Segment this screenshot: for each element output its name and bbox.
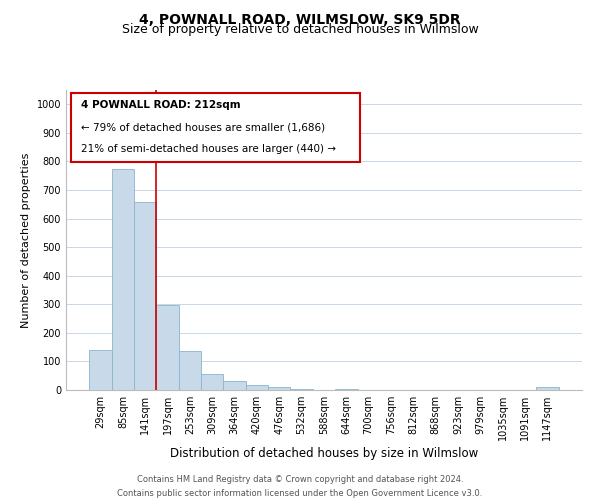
Bar — [112, 168, 134, 390]
Y-axis label: Number of detached properties: Number of detached properties — [21, 152, 31, 328]
Bar — [89, 350, 112, 390]
FancyBboxPatch shape — [71, 93, 360, 162]
Bar — [335, 389, 358, 390]
Bar — [134, 202, 157, 390]
Text: 4, POWNALL ROAD, WILMSLOW, SK9 5DR: 4, POWNALL ROAD, WILMSLOW, SK9 5DR — [139, 12, 461, 26]
X-axis label: Distribution of detached houses by size in Wilmslow: Distribution of detached houses by size … — [170, 447, 478, 460]
Bar — [290, 388, 313, 390]
Bar — [201, 374, 223, 390]
Bar — [223, 381, 246, 390]
Bar — [536, 387, 559, 390]
Bar — [179, 352, 201, 390]
Bar — [157, 305, 179, 390]
Text: Contains HM Land Registry data © Crown copyright and database right 2024.
Contai: Contains HM Land Registry data © Crown c… — [118, 476, 482, 498]
Bar — [246, 385, 268, 390]
Bar — [268, 387, 290, 390]
Text: 4 POWNALL ROAD: 212sqm: 4 POWNALL ROAD: 212sqm — [82, 100, 241, 110]
Text: Size of property relative to detached houses in Wilmslow: Size of property relative to detached ho… — [122, 22, 478, 36]
Text: ← 79% of detached houses are smaller (1,686): ← 79% of detached houses are smaller (1,… — [82, 123, 326, 133]
Text: 21% of semi-detached houses are larger (440) →: 21% of semi-detached houses are larger (… — [82, 144, 337, 154]
